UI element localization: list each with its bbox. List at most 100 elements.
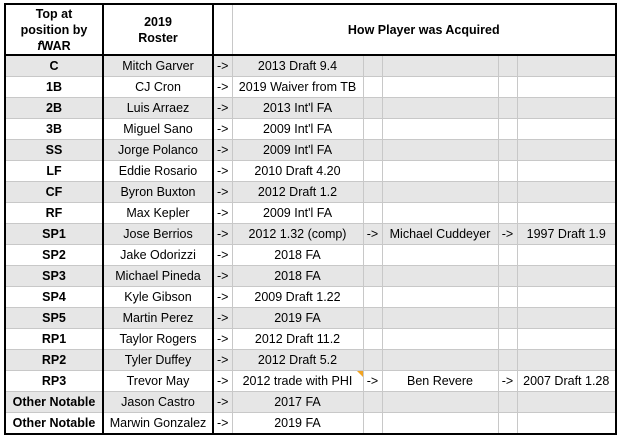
acquired-via-cell[interactable] xyxy=(381,139,499,161)
acquired-cell[interactable]: 2012 Draft 5.2 xyxy=(231,349,364,371)
origin-cell[interactable] xyxy=(516,286,617,308)
arrow-cell[interactable] xyxy=(362,76,383,98)
player-cell[interactable]: CJ Cron xyxy=(102,76,214,98)
arrow-cell[interactable]: -> xyxy=(497,370,518,392)
header-acquired[interactable]: How Player was Acquired xyxy=(231,3,617,56)
origin-cell[interactable] xyxy=(516,244,617,266)
arrow-cell[interactable] xyxy=(497,307,518,329)
player-cell[interactable]: Miguel Sano xyxy=(102,118,214,140)
arrow-cell[interactable]: -> xyxy=(212,223,233,245)
player-cell[interactable]: Mitch Garver xyxy=(102,54,214,77)
arrow-cell[interactable] xyxy=(497,139,518,161)
position-cell[interactable]: RP1 xyxy=(4,328,104,350)
arrow-cell[interactable] xyxy=(497,244,518,266)
arrow-cell[interactable]: -> xyxy=(212,391,233,413)
player-cell[interactable]: Tyler Duffey xyxy=(102,349,214,371)
position-cell[interactable]: Other Notable xyxy=(4,412,104,435)
arrow-cell[interactable]: -> xyxy=(212,265,233,287)
player-cell[interactable]: Martin Perez xyxy=(102,307,214,329)
origin-cell[interactable] xyxy=(516,76,617,98)
arrow-cell[interactable]: -> xyxy=(212,412,233,435)
origin-cell[interactable] xyxy=(516,97,617,119)
arrow-cell[interactable] xyxy=(497,349,518,371)
acquired-via-cell[interactable] xyxy=(381,328,499,350)
position-cell[interactable]: RF xyxy=(4,202,104,224)
player-cell[interactable]: Jorge Polanco xyxy=(102,139,214,161)
arrow-cell[interactable] xyxy=(362,54,383,77)
acquired-cell[interactable]: 2018 FA xyxy=(231,265,364,287)
arrow-cell[interactable] xyxy=(362,202,383,224)
acquired-cell[interactable]: 2019 FA xyxy=(231,412,364,435)
acquired-via-cell[interactable] xyxy=(381,391,499,413)
player-cell[interactable]: Kyle Gibson xyxy=(102,286,214,308)
arrow-cell[interactable]: -> xyxy=(212,139,233,161)
acquired-cell[interactable]: 2012 trade with PHI xyxy=(231,370,364,392)
origin-cell[interactable] xyxy=(516,160,617,182)
origin-cell[interactable] xyxy=(516,349,617,371)
acquired-cell[interactable]: 2019 FA xyxy=(231,307,364,329)
acquired-cell[interactable]: 2009 Int'l FA xyxy=(231,139,364,161)
arrow-cell[interactable] xyxy=(362,391,383,413)
acquired-via-cell[interactable] xyxy=(381,118,499,140)
acquired-cell[interactable]: 2012 1.32 (comp) xyxy=(231,223,364,245)
acquired-via-cell[interactable] xyxy=(381,54,499,77)
position-cell[interactable]: SP5 xyxy=(4,307,104,329)
position-cell[interactable]: 1B xyxy=(4,76,104,98)
arrow-cell[interactable]: -> xyxy=(212,118,233,140)
player-cell[interactable]: Jake Odorizzi xyxy=(102,244,214,266)
arrow-cell[interactable] xyxy=(362,328,383,350)
arrow-cell[interactable] xyxy=(362,265,383,287)
player-cell[interactable]: Michael Pineda xyxy=(102,265,214,287)
acquired-via-cell[interactable]: Michael Cuddeyer xyxy=(381,223,499,245)
acquired-via-cell[interactable]: Ben Revere xyxy=(381,370,499,392)
acquired-cell[interactable]: 2012 Draft 1.2 xyxy=(231,181,364,203)
arrow-cell[interactable] xyxy=(497,391,518,413)
origin-cell[interactable] xyxy=(516,391,617,413)
acquired-via-cell[interactable] xyxy=(381,97,499,119)
position-cell[interactable]: SS xyxy=(4,139,104,161)
arrow-cell[interactable]: -> xyxy=(212,181,233,203)
arrow-cell[interactable] xyxy=(497,97,518,119)
header-arrow-col[interactable] xyxy=(212,3,233,56)
arrow-cell[interactable] xyxy=(497,328,518,350)
acquired-via-cell[interactable] xyxy=(381,76,499,98)
acquired-cell[interactable]: 2009 Draft 1.22 xyxy=(231,286,364,308)
arrow-cell[interactable]: -> xyxy=(212,307,233,329)
acquired-cell[interactable]: 2009 Int'l FA xyxy=(231,118,364,140)
arrow-cell[interactable]: -> xyxy=(497,223,518,245)
acquired-cell[interactable]: 2013 Draft 9.4 xyxy=(231,54,364,77)
arrow-cell[interactable]: -> xyxy=(212,349,233,371)
player-cell[interactable]: Taylor Rogers xyxy=(102,328,214,350)
acquired-cell[interactable]: 2013 Int'l FA xyxy=(231,97,364,119)
arrow-cell[interactable] xyxy=(362,307,383,329)
origin-cell[interactable] xyxy=(516,181,617,203)
position-cell[interactable]: SP4 xyxy=(4,286,104,308)
arrow-cell[interactable] xyxy=(362,181,383,203)
acquired-via-cell[interactable] xyxy=(381,202,499,224)
origin-cell[interactable] xyxy=(516,54,617,77)
position-cell[interactable]: C xyxy=(4,54,104,77)
acquired-cell[interactable]: 2012 Draft 11.2 xyxy=(231,328,364,350)
arrow-cell[interactable]: -> xyxy=(362,370,383,392)
arrow-cell[interactable] xyxy=(362,160,383,182)
arrow-cell[interactable] xyxy=(362,139,383,161)
acquired-via-cell[interactable] xyxy=(381,412,499,435)
acquired-via-cell[interactable] xyxy=(381,244,499,266)
arrow-cell[interactable]: -> xyxy=(362,223,383,245)
position-cell[interactable]: 2B xyxy=(4,97,104,119)
arrow-cell[interactable] xyxy=(362,97,383,119)
header-roster[interactable]: 2019 Roster xyxy=(102,3,214,56)
origin-cell[interactable] xyxy=(516,412,617,435)
position-cell[interactable]: SP2 xyxy=(4,244,104,266)
position-cell[interactable]: LF xyxy=(4,160,104,182)
origin-cell[interactable] xyxy=(516,328,617,350)
position-cell[interactable]: CF xyxy=(4,181,104,203)
arrow-cell[interactable] xyxy=(497,54,518,77)
position-cell[interactable]: RP3 xyxy=(4,370,104,392)
acquired-cell[interactable]: 2019 Waiver from TB xyxy=(231,76,364,98)
position-cell[interactable]: RP2 xyxy=(4,349,104,371)
player-cell[interactable]: Byron Buxton xyxy=(102,181,214,203)
arrow-cell[interactable]: -> xyxy=(212,160,233,182)
acquired-via-cell[interactable] xyxy=(381,307,499,329)
acquired-via-cell[interactable] xyxy=(381,265,499,287)
